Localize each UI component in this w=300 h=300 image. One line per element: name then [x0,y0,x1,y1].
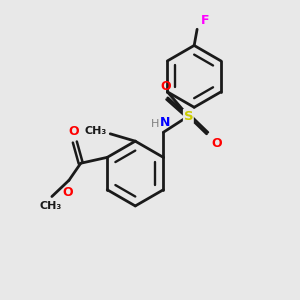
Text: F: F [201,14,209,27]
Text: O: O [160,80,171,94]
Text: O: O [62,186,73,199]
Text: CH₃: CH₃ [39,201,62,211]
Text: S: S [184,110,193,123]
Text: H: H [151,119,159,129]
Text: O: O [211,137,222,150]
Text: CH₃: CH₃ [85,126,107,136]
Text: N: N [160,116,170,129]
Text: O: O [68,124,79,138]
